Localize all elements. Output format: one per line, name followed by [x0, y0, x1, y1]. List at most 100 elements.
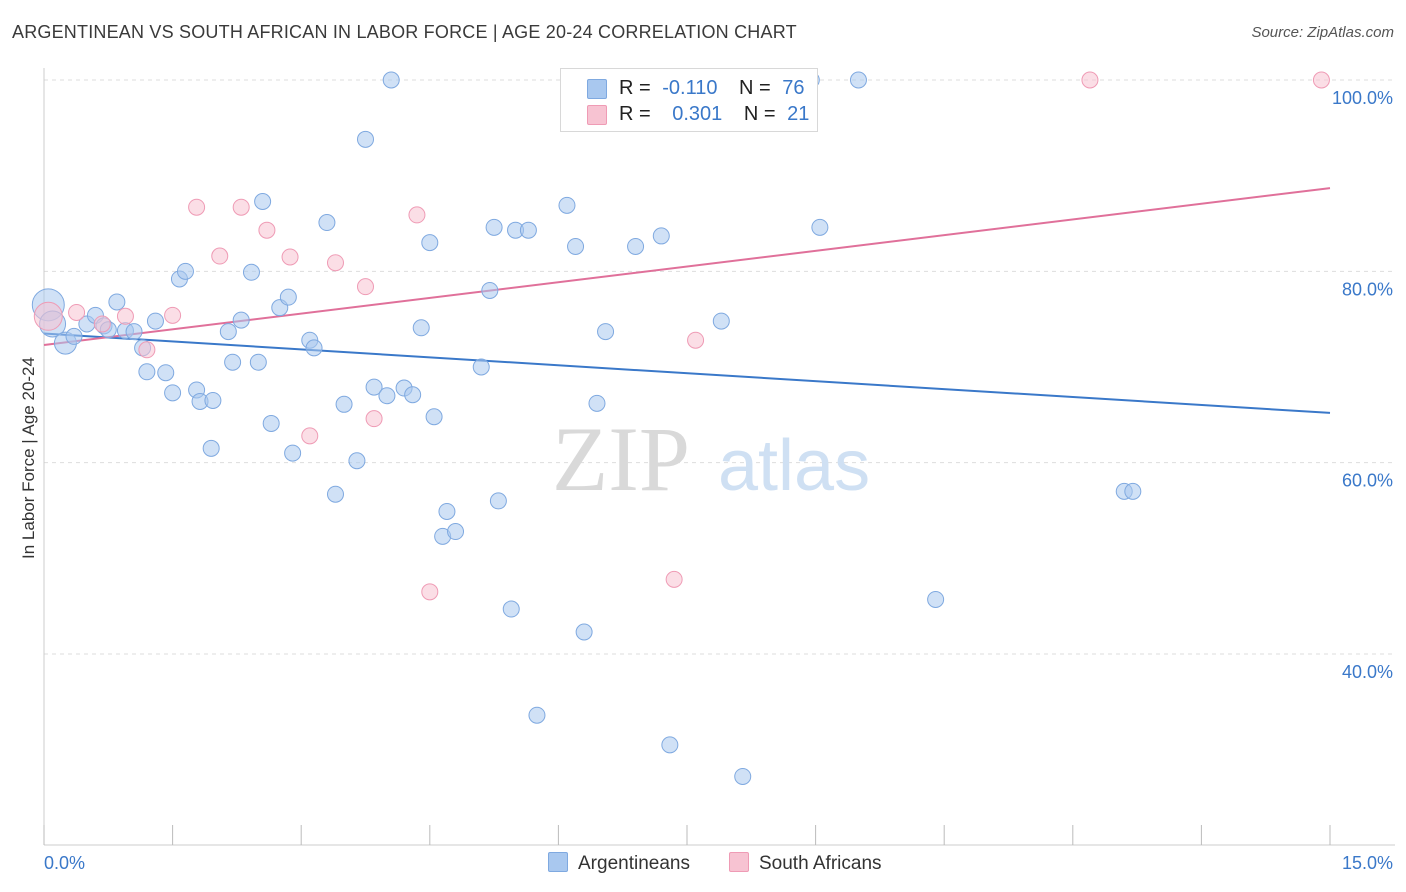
data-point-argentineans — [254, 192, 272, 210]
data-point-argentineans — [262, 414, 280, 432]
data-point-argentineans — [438, 502, 456, 520]
data-point-south-africans — [326, 254, 344, 272]
data-point-argentineans — [138, 363, 156, 381]
data-point-south-africans — [357, 278, 374, 296]
data-point-argentineans — [157, 364, 175, 382]
data-point-argentineans — [447, 523, 465, 541]
data-point-south-africans — [93, 315, 111, 333]
data-point-argentineans — [481, 281, 499, 299]
data-point-argentineans — [652, 227, 670, 245]
data-point-argentineans — [1124, 482, 1142, 500]
bottom-legend-swatch-south-africans — [729, 852, 749, 872]
data-point-south-africans — [408, 206, 426, 224]
data-point-argentineans — [588, 394, 606, 412]
x-tick-label: 0.0% — [44, 853, 85, 873]
data-point-argentineans — [421, 234, 439, 252]
data-point-argentineans — [489, 492, 507, 510]
data-point-argentineans — [849, 71, 867, 89]
tick-labels: 40.0% 60.0% 80.0% 100.0% 0.0% 15.0% — [44, 88, 1393, 873]
data-point-argentineans — [232, 311, 250, 329]
grid-lines — [44, 79, 1395, 655]
data-point-south-africans — [281, 248, 299, 266]
data-point-argentineans — [65, 327, 83, 345]
legend-r-value: 0.301 — [672, 103, 723, 125]
data-point-south-africans — [421, 583, 439, 601]
data-point-argentineans — [425, 408, 443, 426]
legend-swatch-argentineans — [587, 79, 607, 99]
data-point-argentineans — [284, 444, 302, 462]
data-point-argentineans — [249, 353, 267, 371]
data-point-argentineans — [279, 288, 297, 306]
legend-swatch-south-africans — [587, 105, 607, 125]
data-point-argentineans — [176, 262, 194, 280]
data-point-argentineans — [567, 237, 585, 255]
data-point-argentineans — [597, 323, 615, 341]
data-point-argentineans — [734, 767, 752, 785]
data-point-argentineans — [318, 214, 336, 232]
bottom-legend-label-south-africans: South Africans — [759, 853, 882, 874]
bottom-legend-south-africans: South Africans — [729, 852, 882, 875]
bottom-legend-label-argentineans: Argentineans — [578, 853, 690, 874]
data-point-argentineans — [412, 319, 430, 337]
legend-r-label: R = — [619, 103, 651, 125]
data-point-argentineans — [224, 353, 242, 371]
trend-lines — [43, 187, 1331, 414]
watermark-atlas: atlas — [718, 426, 870, 506]
data-point-south-africans — [116, 307, 134, 325]
y-tick-label: 60.0% — [1342, 471, 1393, 491]
data-point-argentineans — [326, 485, 344, 503]
data-point-argentineans — [378, 387, 396, 405]
data-point-argentineans — [219, 323, 237, 341]
data-point-argentineans — [348, 452, 366, 470]
y-tick-label: 100.0% — [1332, 88, 1393, 108]
data-points — [31, 70, 1330, 785]
data-point-argentineans — [365, 378, 383, 396]
data-point-south-africans — [68, 303, 86, 321]
watermark-zip: ZIP — [552, 408, 690, 510]
data-point-argentineans — [146, 312, 164, 330]
data-point-south-africans — [138, 341, 156, 359]
data-point-argentineans — [305, 339, 323, 357]
legend-r-label: R = — [619, 77, 651, 99]
data-point-argentineans — [335, 395, 353, 413]
data-point-argentineans — [712, 312, 730, 330]
y-tick-label: 80.0% — [1342, 279, 1393, 299]
chart-title: ARGENTINEAN VS SOUTH AFRICAN IN LABOR FO… — [12, 22, 797, 42]
data-point-south-africans — [1312, 71, 1330, 89]
legend: R = -0.110 N = 76 R = 0.301 N = 21 — [560, 68, 818, 132]
data-point-argentineans — [519, 221, 537, 239]
data-point-south-africans — [665, 570, 683, 588]
data-point-south-africans — [211, 247, 229, 265]
data-point-south-africans — [687, 331, 705, 349]
source-label: Source: ZipAtlas.com — [1251, 24, 1394, 41]
data-point-argentineans — [357, 130, 374, 148]
data-point-argentineans — [661, 736, 679, 754]
data-point-argentineans — [627, 237, 645, 255]
data-point-argentineans — [811, 218, 829, 236]
data-point-argentineans — [502, 600, 520, 618]
data-point-argentineans — [558, 196, 576, 214]
data-point-argentineans — [382, 71, 400, 89]
data-point-argentineans — [575, 623, 593, 641]
data-point-argentineans — [204, 391, 222, 409]
legend-n-value: 21 — [787, 103, 810, 125]
bottom-legend-swatch-argentineans — [548, 852, 568, 872]
data-point-south-africans — [232, 198, 250, 216]
bottom-legend-argentineans: Argentineans — [548, 852, 690, 875]
legend-r-value: -0.110 — [662, 77, 718, 99]
y-axis-label: In Labor Force | Age 20-24 — [19, 357, 38, 559]
data-point-argentineans — [164, 384, 182, 402]
x-tick-label: 15.0% — [1342, 853, 1393, 873]
data-point-argentineans — [927, 590, 945, 608]
trend-line-south-africans — [43, 187, 1331, 346]
legend-n-label: N = — [743, 103, 776, 125]
data-point-south-africans — [1081, 71, 1099, 89]
data-point-argentineans — [528, 706, 546, 724]
data-point-argentineans — [404, 386, 422, 404]
y-tick-label: 40.0% — [1342, 662, 1393, 682]
legend-n-value: 76 — [782, 77, 805, 99]
data-point-south-africans — [258, 221, 276, 239]
data-point-south-africans — [301, 427, 319, 445]
legend-n-label: N = — [739, 77, 771, 99]
